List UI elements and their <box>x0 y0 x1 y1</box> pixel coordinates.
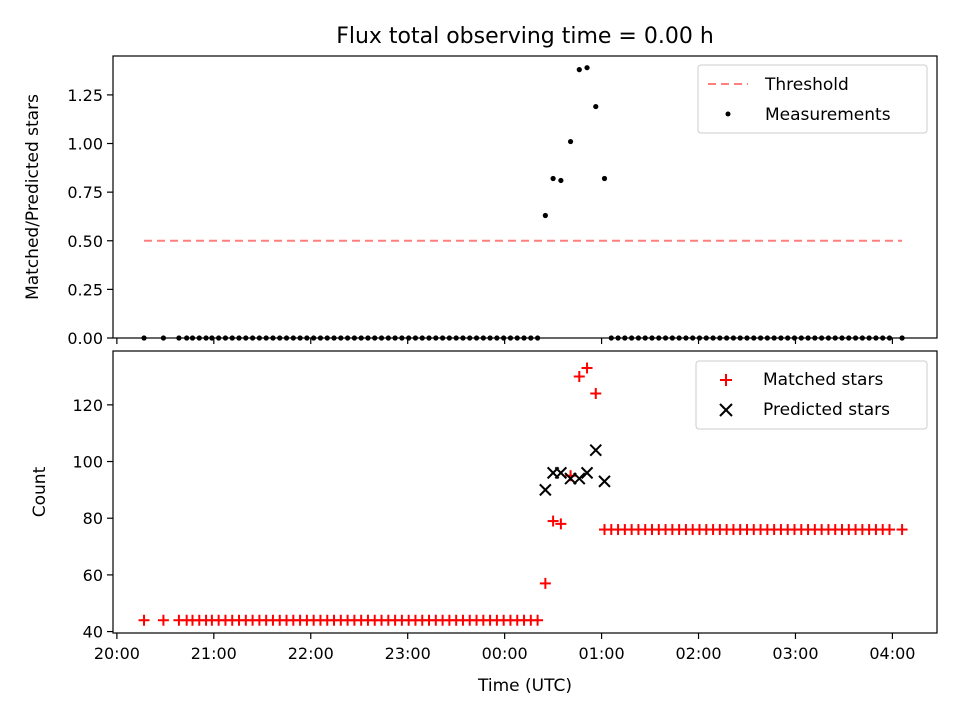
measurement-point <box>558 177 564 184</box>
matched-star-point <box>555 518 567 530</box>
bottom-plot-area <box>138 362 908 626</box>
top-y-tick-label: 1.00 <box>67 135 103 154</box>
measurement-point <box>567 138 574 145</box>
matched-legend-marker <box>720 374 732 386</box>
predicted-star-stroke <box>598 475 611 488</box>
top-legend-box <box>697 64 928 134</box>
matched-star-point <box>573 371 585 383</box>
predicted-legend-label: Predicted stars <box>763 400 890 420</box>
x-tick-label: 02:00 <box>675 644 721 663</box>
predicted-star-point <box>539 483 552 497</box>
bottom-y-ticks: 40 60 80 100 120 <box>72 396 113 642</box>
predicted-star-stroke <box>573 472 586 485</box>
measurement-point <box>550 175 556 182</box>
bottom-y-axis-label: Count <box>30 466 50 517</box>
matched-star-point <box>157 614 169 626</box>
top-legend: Threshold Measurements <box>697 64 928 134</box>
x-tick-label: 23:00 <box>385 644 431 663</box>
matched-legend-label: Matched stars <box>763 370 883 390</box>
x-tick-label: 00:00 <box>482 644 528 663</box>
matched-star-point <box>532 614 544 626</box>
x-axis-label: Time (UTC) <box>477 676 572 696</box>
measurement-point <box>542 212 548 219</box>
measurements-legend-label: Measurements <box>765 105 891 125</box>
bottom-x-ticks: 20:00 21:00 22:00 23:00 00:00 01:00 02:00 03:00… <box>94 633 915 663</box>
measurements-legend-marker <box>725 111 731 117</box>
predicted-star-point <box>598 475 611 488</box>
bottom-panel: 40 60 80 100 120 20:00 21:00 22:00 23:00 00:00 01… <box>30 350 938 696</box>
bottom-axes-frame <box>112 350 938 634</box>
predicted-legend-marker <box>719 403 733 417</box>
predicted-star-point <box>580 466 594 480</box>
predicted-star-stroke <box>589 443 602 457</box>
chart-title: Flux total observing time = 0.00 h <box>336 24 714 49</box>
bottom-legend: Matched stars Predicted stars <box>695 360 928 430</box>
top-x-ticks <box>116 338 894 344</box>
bottom-y-tick-label: 60 <box>83 566 103 585</box>
measurement-point <box>593 103 599 110</box>
predicted-star-point <box>573 472 586 485</box>
top-y-tick-label: 0.50 <box>67 232 103 251</box>
top-y-axis-label: Matched/Predicted stars <box>23 94 43 300</box>
matched-star-point <box>590 388 602 400</box>
bottom-y-tick-label: 80 <box>83 509 103 528</box>
bottom-y-tick-label: 40 <box>83 623 103 642</box>
predicted-star-stroke <box>554 466 568 480</box>
matched-star-point <box>138 614 150 626</box>
top-panel: 0.00 0.25 0.50 0.75 1.00 1.25 Matched/Predict… <box>23 55 938 348</box>
x-tick-label: 03:00 <box>772 644 818 663</box>
top-y-tick-label: 0.25 <box>67 280 103 299</box>
x-tick-label: 20:00 <box>94 644 140 663</box>
measurement-point <box>584 65 590 71</box>
threshold-legend-label: Threshold <box>764 75 849 95</box>
predicted-star-stroke <box>539 483 552 497</box>
top-y-tick-label: 0.75 <box>67 183 103 202</box>
predicted-star-point <box>589 443 602 457</box>
matched-star-point <box>883 524 895 536</box>
matched-star-point <box>539 577 551 589</box>
top-y-ticks: 0.00 0.25 0.50 0.75 1.00 1.25 <box>67 86 113 348</box>
top-axes-frame <box>112 55 938 339</box>
top-plot-area <box>141 65 905 341</box>
x-tick-label: 04:00 <box>869 644 915 663</box>
predicted-star-stroke <box>580 466 594 480</box>
matched-star-point <box>581 362 593 374</box>
matched-star-point <box>896 524 908 536</box>
top-y-tick-label: 0.00 <box>67 329 103 348</box>
predicted-star-point <box>554 466 568 480</box>
x-tick-label: 21:00 <box>191 644 237 663</box>
bottom-y-tick-label: 120 <box>72 396 103 415</box>
bottom-legend-box <box>695 360 928 430</box>
matched-star-point <box>547 515 559 527</box>
measurement-point <box>576 67 582 73</box>
top-y-tick-label: 1.25 <box>67 86 103 105</box>
bottom-y-tick-label: 100 <box>72 453 103 472</box>
x-tick-label: 01:00 <box>579 644 625 663</box>
measurement-point <box>601 175 608 182</box>
x-tick-label: 22:00 <box>288 644 334 663</box>
